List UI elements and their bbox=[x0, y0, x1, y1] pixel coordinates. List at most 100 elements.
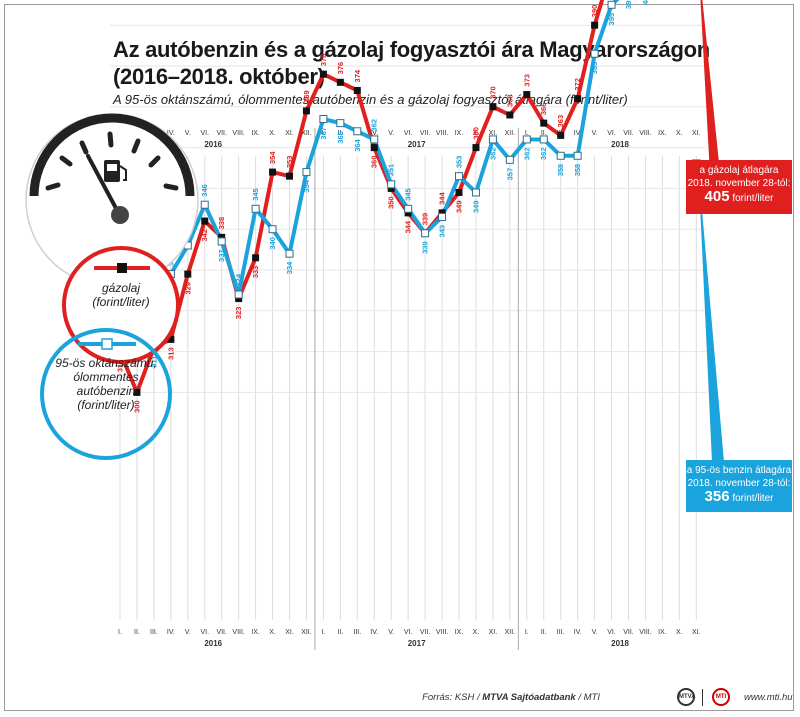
mti-logo: MTI bbox=[712, 688, 730, 706]
diesel-data-label: 313 bbox=[166, 347, 175, 360]
diesel-point bbox=[269, 168, 277, 176]
diesel-point bbox=[235, 295, 243, 303]
petrol-data-label: 366 bbox=[336, 131, 345, 144]
petrol-note-line-2: 2018. november 28-tól: bbox=[687, 478, 791, 489]
diesel-point bbox=[319, 70, 327, 78]
diesel-point bbox=[167, 335, 175, 343]
diesel-note-unit: forint/liter bbox=[732, 193, 774, 204]
petrol-data-label: 362 bbox=[522, 147, 531, 160]
x-tick-label-top: X. bbox=[676, 130, 683, 137]
diesel-point bbox=[404, 209, 412, 217]
x-tick-label-bottom: VIII. bbox=[639, 629, 652, 636]
petrol-point bbox=[336, 119, 345, 128]
x-tick-label-top: XI. bbox=[285, 130, 294, 137]
title-line-2: (2016–2018. október) bbox=[113, 64, 325, 89]
petrol-data-label: 362 bbox=[370, 119, 379, 132]
legend-petrol-line-4: (forint/liter) bbox=[77, 398, 135, 412]
x-tick-label-bottom: VI. bbox=[607, 629, 616, 636]
legend-diesel-line-1: gázolaj bbox=[101, 281, 141, 295]
x-tick-label-top: IX. bbox=[251, 130, 260, 137]
diesel-data-label: 323 bbox=[234, 307, 243, 320]
diesel-data-label: 370 bbox=[488, 86, 497, 99]
diesel-data-label: 329 bbox=[183, 282, 192, 295]
year-label-top: 2018 bbox=[611, 140, 629, 149]
year-label-top: 2017 bbox=[408, 140, 426, 149]
petrol-data-label: 324 bbox=[234, 273, 243, 286]
diesel-data-label: 339 bbox=[421, 213, 430, 226]
petrol-data-label: 353 bbox=[455, 156, 464, 169]
diesel-data-label: 374 bbox=[353, 69, 362, 82]
petrol-point bbox=[200, 200, 209, 209]
x-tick-label-bottom: V. bbox=[185, 629, 191, 636]
diesel-point bbox=[336, 78, 344, 86]
petrol-point bbox=[268, 225, 277, 234]
petrol-point bbox=[573, 151, 582, 160]
legend-petrol-line-2: ólommentes bbox=[73, 370, 139, 384]
petrol-data-label: 358 bbox=[573, 164, 582, 177]
petrol-point bbox=[488, 135, 497, 144]
x-tick-label-top: IV. bbox=[370, 130, 378, 137]
petrol-point bbox=[234, 290, 243, 299]
diesel-point bbox=[252, 254, 260, 262]
x-tick-label-bottom: I. bbox=[118, 629, 122, 636]
x-tick-label-bottom: IV. bbox=[167, 629, 175, 636]
diesel-point bbox=[353, 86, 361, 94]
diesel-note-line-2: 2018. november 28-tól: bbox=[687, 178, 791, 189]
x-tick-label-bottom: I. bbox=[321, 629, 325, 636]
petrol-point bbox=[522, 135, 531, 144]
legend-petrol-circle bbox=[40, 328, 172, 460]
x-tick-label-bottom: IX. bbox=[251, 629, 260, 636]
diesel-data-label: 342 bbox=[200, 229, 209, 242]
x-tick-label-top: V. bbox=[185, 130, 191, 137]
petrol-data-label: 351 bbox=[387, 164, 396, 177]
x-tick-label-top: II. bbox=[541, 130, 547, 137]
x-tick-label-bottom: VI. bbox=[200, 629, 209, 636]
year-label-bottom: 2018 bbox=[611, 639, 629, 648]
diesel-data-label: 349 bbox=[455, 200, 464, 213]
x-tick-label-top: I. bbox=[525, 130, 529, 137]
petrol-data-label: 364 bbox=[353, 138, 362, 151]
x-tick-label-bottom: IV. bbox=[574, 629, 582, 636]
petrol-point bbox=[438, 212, 447, 221]
petrol-data-label: 354 bbox=[302, 179, 311, 192]
diesel-point bbox=[438, 209, 446, 217]
footer-divider bbox=[702, 689, 703, 706]
x-tick-label-top: XII. bbox=[301, 130, 312, 137]
diesel-note-pointer bbox=[700, 0, 724, 212]
diesel-point bbox=[472, 144, 480, 152]
legend-petrol-label: 95-ös oktánszámú, ólommentes autóbenzin … bbox=[44, 356, 168, 412]
x-tick-label-bottom: VIII. bbox=[436, 629, 449, 636]
petrol-data-label: 362 bbox=[488, 147, 497, 160]
chart-title: Az autóbenzin és a gázolaj fogyasztói ár… bbox=[113, 36, 710, 90]
legend-diesel-marker bbox=[117, 263, 127, 273]
footer: Forrás: KSH / MTVA Sajtóadatbank / MTI M… bbox=[0, 686, 800, 710]
legend-diesel-line-2: (forint/liter) bbox=[92, 295, 150, 309]
x-tick-label-top: XI. bbox=[489, 130, 498, 137]
x-tick-label-bottom: II. bbox=[541, 629, 547, 636]
x-tick-label-bottom: XII. bbox=[301, 629, 312, 636]
x-tick-label-bottom: VIII. bbox=[232, 629, 245, 636]
petrol-point bbox=[505, 155, 514, 164]
x-tick-label-bottom: VII. bbox=[623, 629, 634, 636]
x-tick-label-top: VII. bbox=[420, 130, 431, 137]
petrol-point bbox=[285, 249, 294, 258]
diesel-point bbox=[302, 107, 310, 115]
legend-petrol-line-1: 95-ös oktánszámú, bbox=[55, 356, 157, 370]
diesel-data-label: 390 bbox=[590, 5, 599, 18]
petrol-point bbox=[539, 135, 548, 144]
diesel-data-label: 344 bbox=[438, 192, 447, 205]
diesel-point bbox=[506, 111, 514, 119]
year-label-top: 2016 bbox=[204, 140, 222, 149]
petrol-point bbox=[387, 180, 396, 189]
year-label-bottom: 2017 bbox=[408, 639, 426, 648]
x-tick-label-bottom: VII. bbox=[216, 629, 227, 636]
x-tick-label-bottom: III. bbox=[353, 629, 361, 636]
x-tick-label-top: I. bbox=[321, 130, 325, 137]
diesel-point bbox=[574, 95, 582, 103]
website-link[interactable]: www.mti.hu bbox=[744, 692, 793, 703]
petrol-november-note: a 95-ös benzin átlagára 2018. november 2… bbox=[686, 460, 792, 512]
x-tick-label-bottom: X. bbox=[473, 629, 480, 636]
diesel-november-note: a gázolaj átlagára 2018. november 28-tól… bbox=[686, 160, 792, 214]
diesel-point bbox=[286, 172, 293, 180]
petrol-data-label: 346 bbox=[200, 184, 209, 197]
